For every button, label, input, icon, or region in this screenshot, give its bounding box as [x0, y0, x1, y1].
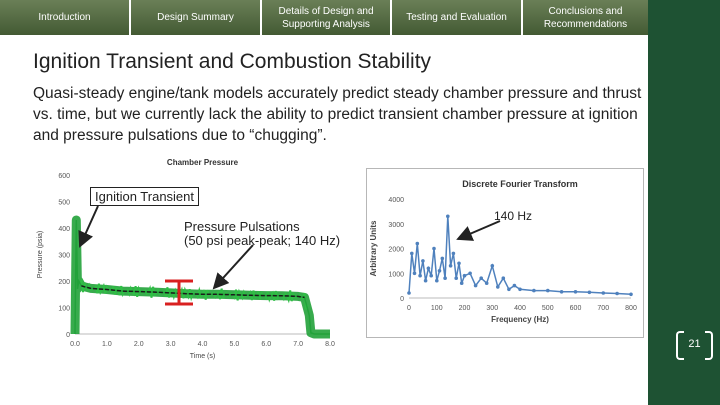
dft-data-point: [518, 287, 522, 292]
x-tick-label: 6.0: [261, 341, 271, 348]
right-bracket-icon: [705, 331, 713, 360]
x-axis-label: Frequency (Hz): [491, 315, 549, 324]
pressure-pulsations-detail: (50 psi peak-peak; 140 Hz): [184, 233, 341, 248]
dft-data-point: [629, 292, 633, 297]
dft-data-point: [410, 251, 414, 256]
nav-tab-testing-and-evaluation[interactable]: Testing and Evaluation: [392, 0, 523, 35]
dft-series-line: [408, 216, 632, 296]
x-tick-label: 400: [514, 305, 526, 312]
y-tick-label: 400: [58, 226, 70, 233]
dft-data-point: [546, 288, 550, 293]
dft-data-point: [462, 273, 467, 278]
dft-data-point: [479, 276, 483, 280]
nav-tab-introduction[interactable]: Introduction: [0, 0, 131, 35]
slide-body-text: Quasi-steady engine/tank models accurate…: [33, 85, 642, 144]
x-tick-label: 8.0: [325, 341, 335, 348]
dft-data-point: [457, 261, 461, 266]
y-tick-label: 600: [58, 173, 70, 180]
x-tick-label: 4.0: [198, 341, 208, 348]
x-tick-label: 200: [459, 305, 471, 312]
dft-data-point: [407, 291, 411, 295]
dft-data-point: [459, 281, 464, 285]
dft-data-point: [454, 276, 458, 280]
y-tick-label: 500: [58, 200, 70, 207]
dft-data-point: [615, 291, 619, 296]
dft-data-point: [473, 283, 478, 288]
dft-data-point: [484, 281, 489, 285]
x-tick-label: 800: [625, 305, 637, 312]
y-axis-label: Pressure (psia): [37, 231, 44, 278]
dft-data-point: [446, 214, 450, 219]
dft-data-point: [512, 283, 517, 288]
dft-data-point: [587, 290, 592, 295]
pressure-pulsations-callout: Pressure Pulsations (50 psi peak-peak; 1…: [184, 220, 340, 248]
left-bracket-icon: [676, 331, 684, 360]
dft-data-point: [507, 287, 511, 292]
chart-title: Chamber Pressure: [167, 158, 239, 167]
nav-tab-design-summary[interactable]: Design Summary: [131, 0, 262, 35]
x-tick-label: 0: [407, 305, 411, 312]
page-number-badge: 21: [676, 331, 713, 360]
dft-data-point: [415, 241, 420, 246]
dft-data-point: [468, 271, 472, 276]
dft-data-point: [429, 273, 433, 278]
y-tick-label: 4000: [388, 197, 404, 204]
dft-data-point: [559, 290, 564, 294]
chart-title: Discrete Fourier Transform: [462, 179, 578, 189]
dft-data-point: [501, 276, 506, 280]
x-tick-label: 2.0: [134, 341, 144, 348]
nav-tab-conclusions[interactable]: Conclusions and Recommendations: [523, 0, 648, 35]
dft-data-point: [437, 269, 442, 273]
dft-data-point: [423, 278, 428, 283]
dft-data-point: [426, 266, 431, 271]
dft-data-point: [435, 278, 439, 283]
y-tick-label: 2000: [388, 247, 404, 254]
x-tick-label: 5.0: [230, 341, 240, 348]
x-tick-label: 7.0: [293, 341, 303, 348]
dft-data-point: [532, 288, 536, 293]
dft-data-point: [448, 264, 453, 268]
section-nav: Introduction Design Summary Details of D…: [0, 0, 648, 35]
dft-data-point: [490, 264, 495, 268]
x-tick-label: 300: [486, 305, 498, 312]
y-tick-label: 300: [58, 253, 70, 260]
chamber-pressure-plot: Chamber Pressure 0.0 1.0 2.0 3.0 4.0 5.0 6.0 7.0…: [37, 158, 335, 360]
peak-frequency-callout: 140 Hz: [494, 209, 533, 223]
pressure-pulsations-title: Pressure Pulsations: [184, 219, 300, 234]
y-axis-label: Arbitrary Units: [369, 220, 378, 277]
x-tick-label: 100: [431, 305, 443, 312]
y-tick-label: 0: [400, 296, 404, 303]
dft-data-point: [451, 251, 456, 256]
y-tick-label: 0: [66, 332, 70, 339]
x-tick-label: 1.0: [102, 341, 112, 348]
page-number: 21: [688, 338, 701, 350]
x-tick-label: 700: [597, 305, 609, 312]
x-tick-label: 3.0: [166, 341, 176, 348]
y-tick-label: 3000: [388, 222, 404, 229]
pressure-mean-line: [81, 285, 305, 299]
ignition-transient-callout: Ignition Transient: [90, 187, 200, 206]
y-tick-label: 200: [58, 279, 70, 286]
y-tick-label: 1000: [388, 271, 404, 278]
dft-data-point: [601, 291, 606, 295]
dft-plot: Discrete Fourier Transform 0 100 200 300 400 5…: [369, 179, 637, 324]
y-tick-label: 100: [58, 306, 70, 313]
sidebar-panel: 21: [648, 0, 720, 405]
dft-chart: Discrete Fourier Transform 0 100 200 300 400 5…: [366, 168, 644, 338]
dft-data-point: [443, 276, 447, 280]
x-axis-label: Time (s): [190, 353, 215, 360]
dft-data-point: [421, 259, 425, 263]
x-tick-label: 500: [542, 305, 554, 312]
dft-data-point: [412, 271, 417, 276]
dft-data-point: [440, 256, 445, 261]
dft-data-point: [496, 285, 500, 289]
dft-data-point: [573, 290, 578, 294]
x-tick-label: 600: [570, 305, 582, 312]
dft-data-point: [432, 246, 436, 251]
nav-tab-details-of-design[interactable]: Details of Design and Supporting Analysi…: [262, 0, 392, 35]
dft-data-point: [418, 273, 422, 278]
x-tick-label: 0.0: [70, 341, 80, 348]
slide-title: Ignition Transient and Combustion Stabil…: [33, 50, 432, 73]
